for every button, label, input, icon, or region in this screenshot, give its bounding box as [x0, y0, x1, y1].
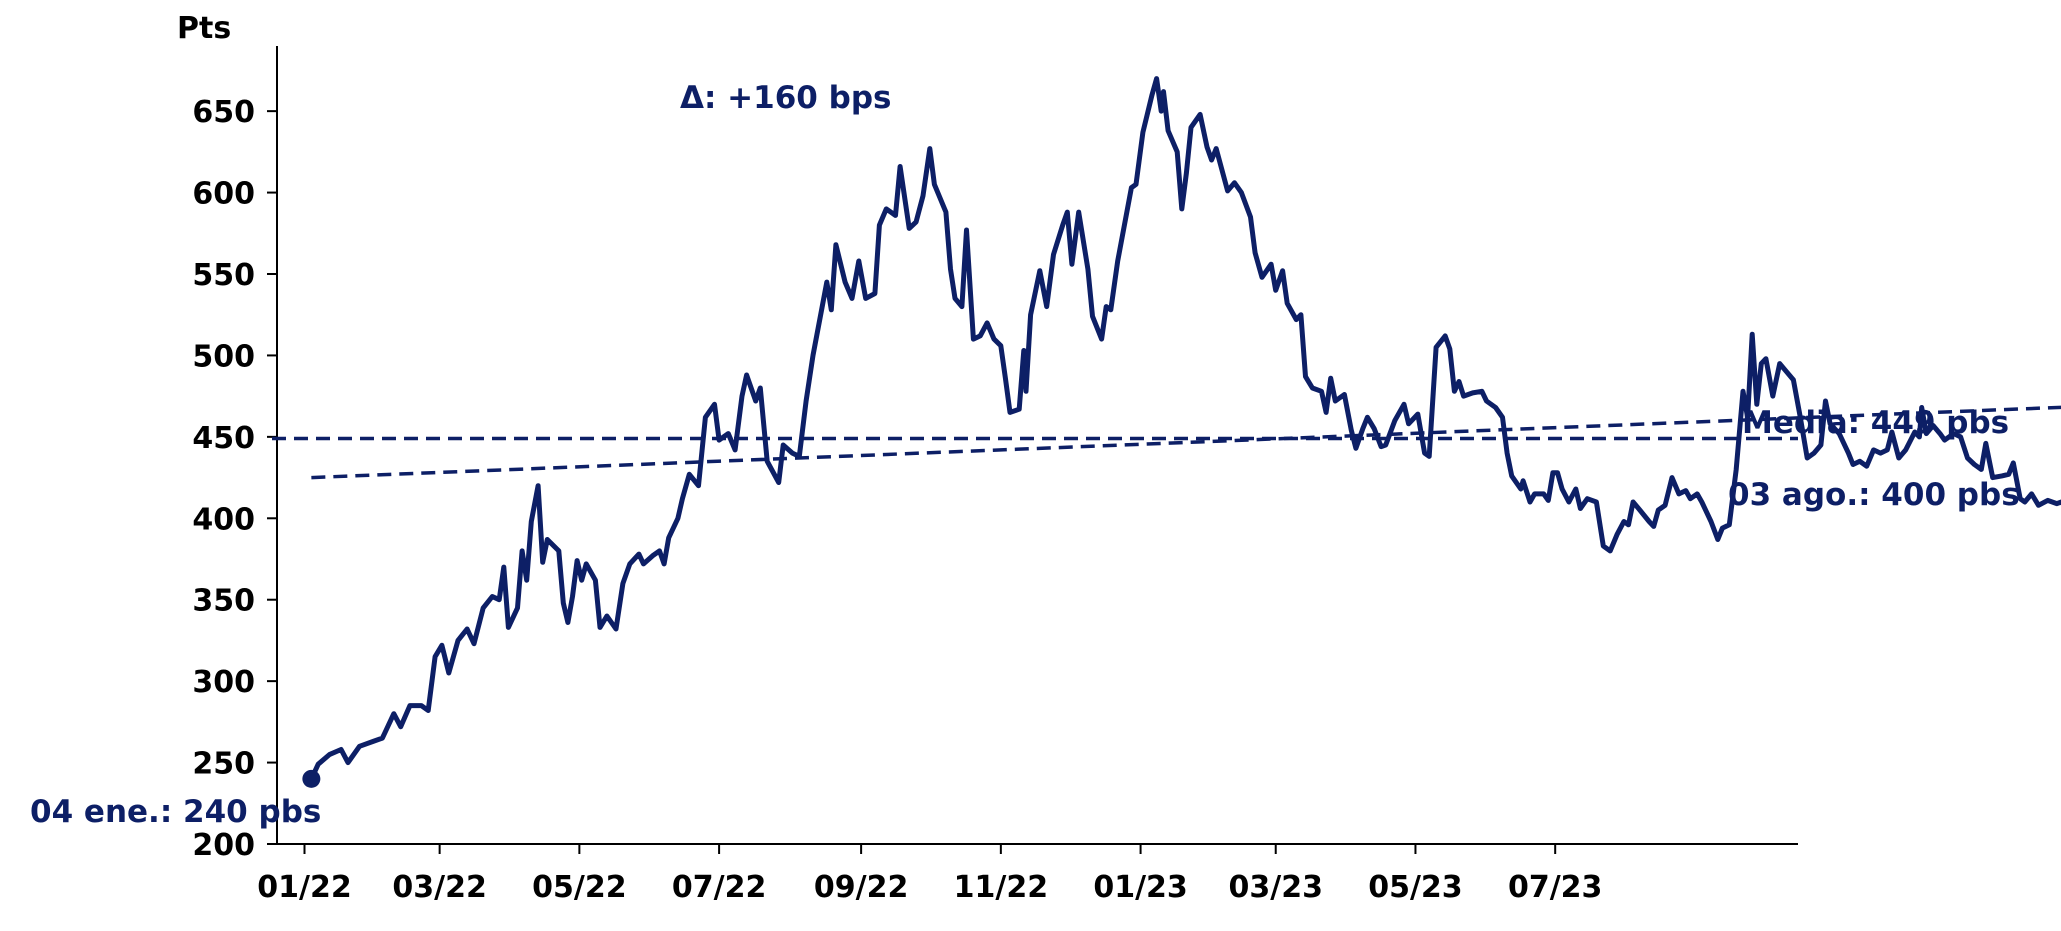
y-tick-label: 450	[192, 421, 255, 456]
y-tick-label: 300	[192, 665, 255, 700]
x-axis-ticks: 01/22 03/22 05/22 07/22 09/22 11/22 01/23 03/23…	[257, 844, 1602, 905]
x-tick-label: 01/23	[1093, 870, 1187, 905]
x-tick-label: 07/22	[672, 870, 766, 905]
y-tick-label: 250	[192, 747, 255, 782]
x-tick-label: 09/22	[814, 870, 908, 905]
y-tick-label: 550	[192, 258, 255, 293]
x-tick-label: 03/22	[392, 870, 486, 905]
start-annotation: 04 ene.: 240 pbs	[30, 794, 321, 830]
y-tick-label: 500	[192, 339, 255, 374]
reference-lines	[272, 405, 2061, 480]
trend-line	[311, 405, 2061, 480]
x-tick-label: 07/23	[1508, 870, 1602, 905]
start-point-marker	[302, 769, 321, 788]
y-tick-label: 350	[192, 584, 255, 619]
y-tick-label: 650	[192, 95, 255, 130]
y-axis-unit-label: Pts	[177, 11, 231, 46]
x-tick-label: 05/22	[532, 870, 626, 905]
series-line	[308, 76, 2061, 782]
end-annotation: 03 ago.: 400 pbs	[1728, 477, 2020, 513]
x-tick-label: 11/22	[954, 870, 1048, 905]
y-tick-label: 600	[192, 177, 255, 212]
y-axis-ticks: 200 250 300 350 400 450 500 550 600 650	[192, 95, 277, 863]
mean-annotation: Media: 449 pbs	[1742, 405, 2009, 441]
x-tick-label: 01/22	[257, 870, 351, 905]
x-tick-label: 03/23	[1229, 870, 1323, 905]
y-tick-label: 200	[192, 828, 255, 863]
x-tick-label: 05/23	[1368, 870, 1462, 905]
delta-annotation: Δ: +160 bps	[680, 80, 892, 116]
y-tick-label: 400	[192, 502, 255, 537]
